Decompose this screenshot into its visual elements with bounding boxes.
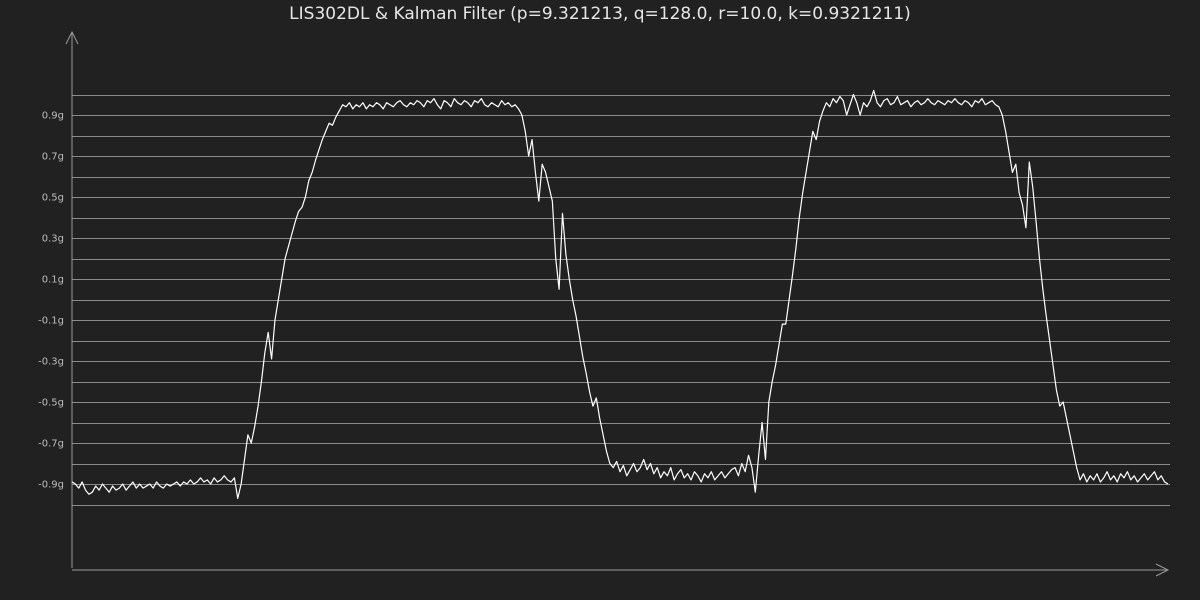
chart-title: LIS302DL & Kalman Filter (p=9.321213, q=… (289, 4, 911, 24)
axes (65, 30, 1170, 577)
y-tick-label-8: -0.7g (38, 439, 64, 450)
y-tick-label-6: -0.3g (38, 357, 64, 368)
y-tick-label-9: -0.9g (38, 480, 64, 491)
y-tick-label-1: 0.7g (42, 152, 64, 163)
y-tick-label-5: -0.1g (38, 316, 64, 327)
y-tick-label-0: 0.9g (42, 111, 64, 122)
grid-lines (72, 95, 1170, 506)
y-tick-label-7: -0.5g (38, 398, 64, 409)
y-tick-label-3: 0.3g (42, 234, 64, 245)
y-tick-labels: 0.9g 0.7g 0.5g 0.3g 0.1g -0.1g -0.3g -0.5g -0.7g… (38, 111, 64, 491)
series-line-0 (71, 89, 1169, 499)
x-axis-arrow-icon (1155, 563, 1170, 577)
y-axis-arrow-icon (65, 30, 79, 45)
y-tick-label-4: 0.1g (42, 275, 64, 286)
series-group (71, 89, 1169, 499)
y-tick-label-2: 0.5g (42, 193, 64, 204)
